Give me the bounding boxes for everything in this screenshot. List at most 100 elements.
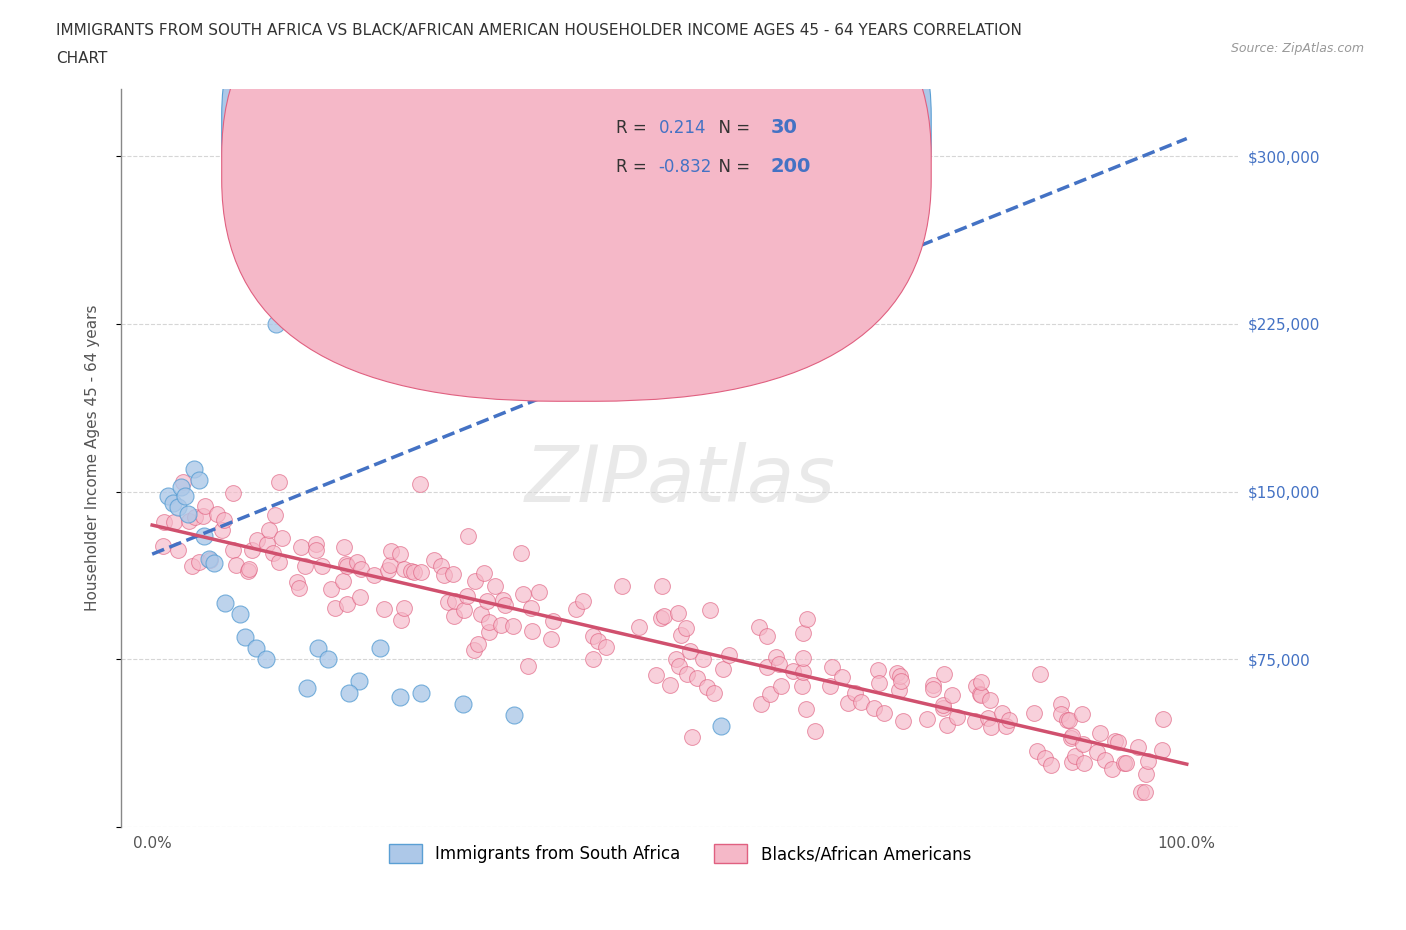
Point	[804, 724, 827, 738]
Point	[671, 628, 693, 643]
Point	[380, 544, 402, 559]
Point	[782, 664, 804, 679]
Point	[181, 559, 204, 574]
Point	[711, 661, 734, 676]
Point	[936, 717, 959, 732]
Point	[756, 659, 779, 674]
Point	[254, 652, 277, 667]
Point	[444, 594, 467, 609]
Point	[294, 559, 316, 574]
Point	[457, 528, 479, 543]
Point	[305, 537, 328, 551]
Point	[307, 641, 329, 656]
Point	[679, 644, 702, 658]
Point	[965, 679, 987, 694]
Point	[1101, 762, 1123, 777]
Point	[1126, 739, 1149, 754]
Point	[194, 498, 217, 513]
Point	[1024, 706, 1046, 721]
Point	[463, 642, 485, 657]
Point	[1060, 754, 1083, 769]
Point	[652, 608, 675, 623]
Point	[651, 578, 673, 593]
Point	[851, 695, 873, 710]
Point	[492, 592, 515, 607]
Point	[156, 488, 179, 503]
Point	[212, 512, 235, 527]
Point	[183, 462, 205, 477]
Point	[675, 620, 697, 635]
Point	[167, 499, 190, 514]
Point	[946, 710, 969, 724]
Point	[868, 676, 890, 691]
Point	[391, 612, 413, 627]
Point	[443, 608, 465, 623]
Point	[991, 705, 1014, 720]
Point	[543, 614, 565, 629]
Point	[193, 509, 215, 524]
Point	[1104, 734, 1126, 749]
Legend: Immigrants from South Africa, Blacks/African Americans: Immigrants from South Africa, Blacks/Afr…	[382, 837, 977, 870]
Point	[582, 629, 605, 644]
Text: R =: R =	[616, 119, 652, 137]
Point	[336, 558, 359, 573]
Point	[866, 662, 889, 677]
Point	[472, 565, 495, 580]
Text: IMMIGRANTS FROM SOUTH AFRICA VS BLACK/AFRICAN AMERICAN HOUSEHOLDER INCOME AGES 4: IMMIGRANTS FROM SOUTH AFRICA VS BLACK/AF…	[56, 23, 1022, 38]
Point	[768, 657, 790, 671]
Point	[610, 578, 633, 593]
Point	[172, 475, 194, 490]
Point	[921, 678, 943, 693]
Point	[686, 671, 709, 686]
Point	[994, 718, 1017, 733]
Point	[409, 565, 432, 579]
Point	[349, 590, 371, 604]
Text: ZIPatlas: ZIPatlas	[524, 442, 835, 518]
Point	[266, 316, 288, 331]
Point	[932, 701, 955, 716]
Point	[1057, 712, 1080, 727]
Point	[970, 687, 993, 702]
Point	[1136, 753, 1159, 768]
Point	[163, 515, 186, 530]
Point	[179, 513, 201, 528]
Point	[586, 633, 609, 648]
Point	[453, 603, 475, 618]
Point	[668, 658, 690, 673]
Point	[581, 652, 603, 667]
Point	[520, 623, 543, 638]
Point	[337, 685, 360, 700]
Point	[765, 649, 787, 664]
Point	[891, 713, 914, 728]
Point	[198, 553, 221, 568]
Point	[205, 507, 228, 522]
Point	[475, 593, 498, 608]
Text: CHART: CHART	[56, 51, 108, 66]
Point	[288, 580, 311, 595]
Point	[692, 652, 714, 667]
Point	[269, 474, 291, 489]
Point	[363, 567, 385, 582]
Point	[332, 574, 354, 589]
Point	[316, 652, 339, 667]
Point	[1130, 785, 1153, 800]
Point	[527, 584, 550, 599]
Point	[262, 545, 284, 560]
Point	[969, 687, 991, 702]
Point	[564, 602, 586, 617]
Point	[285, 227, 308, 242]
Text: R =: R =	[616, 158, 652, 176]
Point	[401, 564, 423, 578]
Text: 30: 30	[770, 118, 797, 138]
Point	[245, 641, 267, 656]
Point	[246, 533, 269, 548]
Point	[456, 589, 478, 604]
Point	[889, 669, 911, 684]
Point	[1064, 749, 1087, 764]
Point	[494, 598, 516, 613]
Point	[502, 618, 524, 633]
Point	[174, 488, 197, 503]
Point	[335, 557, 357, 572]
Point	[198, 551, 221, 566]
Point	[1135, 785, 1157, 800]
